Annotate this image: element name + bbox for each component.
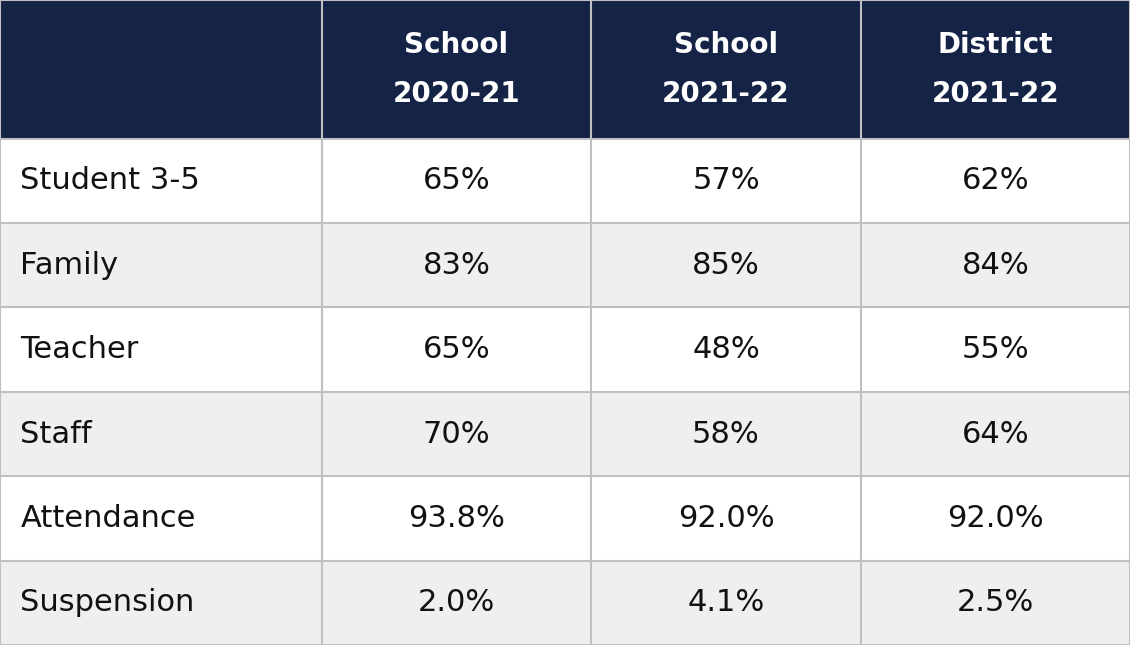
Text: 2.0%: 2.0% <box>418 588 495 617</box>
Text: Teacher: Teacher <box>20 335 139 364</box>
Bar <box>322 0 591 139</box>
Text: 2021-22: 2021-22 <box>662 80 790 108</box>
Bar <box>591 308 861 392</box>
Bar <box>0 561 322 645</box>
Bar <box>861 308 1130 392</box>
Bar <box>591 223 861 308</box>
Bar <box>861 139 1130 223</box>
Text: 2020-21: 2020-21 <box>393 80 520 108</box>
Text: Staff: Staff <box>20 419 92 448</box>
Bar <box>861 223 1130 308</box>
Text: 48%: 48% <box>693 335 759 364</box>
Bar <box>591 0 861 139</box>
Text: 2021-22: 2021-22 <box>932 80 1059 108</box>
Bar <box>0 0 322 139</box>
Bar <box>322 561 591 645</box>
Bar <box>591 392 861 476</box>
Text: Student 3-5: Student 3-5 <box>20 166 200 195</box>
Bar <box>591 139 861 223</box>
Bar <box>591 476 861 561</box>
Bar <box>861 561 1130 645</box>
Bar <box>322 392 591 476</box>
Text: School: School <box>405 31 508 59</box>
Text: 93.8%: 93.8% <box>408 504 505 533</box>
Bar <box>322 308 591 392</box>
Text: 84%: 84% <box>962 251 1029 280</box>
Bar <box>0 476 322 561</box>
Text: 83%: 83% <box>423 251 490 280</box>
Text: Suspension: Suspension <box>20 588 194 617</box>
Text: 65%: 65% <box>423 166 490 195</box>
Bar <box>0 308 322 392</box>
Text: 4.1%: 4.1% <box>687 588 765 617</box>
Text: 70%: 70% <box>423 419 490 448</box>
Bar <box>322 223 591 308</box>
Text: Attendance: Attendance <box>20 504 195 533</box>
Bar <box>861 476 1130 561</box>
Text: 62%: 62% <box>962 166 1029 195</box>
Bar <box>0 392 322 476</box>
Text: Family: Family <box>20 251 119 280</box>
Bar <box>0 223 322 308</box>
Text: 55%: 55% <box>962 335 1029 364</box>
Bar <box>322 476 591 561</box>
Bar <box>0 139 322 223</box>
Text: 92.0%: 92.0% <box>947 504 1044 533</box>
Text: 85%: 85% <box>693 251 759 280</box>
Text: District: District <box>938 31 1053 59</box>
Bar <box>322 139 591 223</box>
Bar <box>861 392 1130 476</box>
Bar <box>861 0 1130 139</box>
Text: 64%: 64% <box>962 419 1029 448</box>
Text: 57%: 57% <box>693 166 759 195</box>
Text: 92.0%: 92.0% <box>678 504 774 533</box>
Bar <box>591 561 861 645</box>
Text: 65%: 65% <box>423 335 490 364</box>
Text: 2.5%: 2.5% <box>957 588 1034 617</box>
Text: School: School <box>673 31 779 59</box>
Text: 58%: 58% <box>693 419 759 448</box>
